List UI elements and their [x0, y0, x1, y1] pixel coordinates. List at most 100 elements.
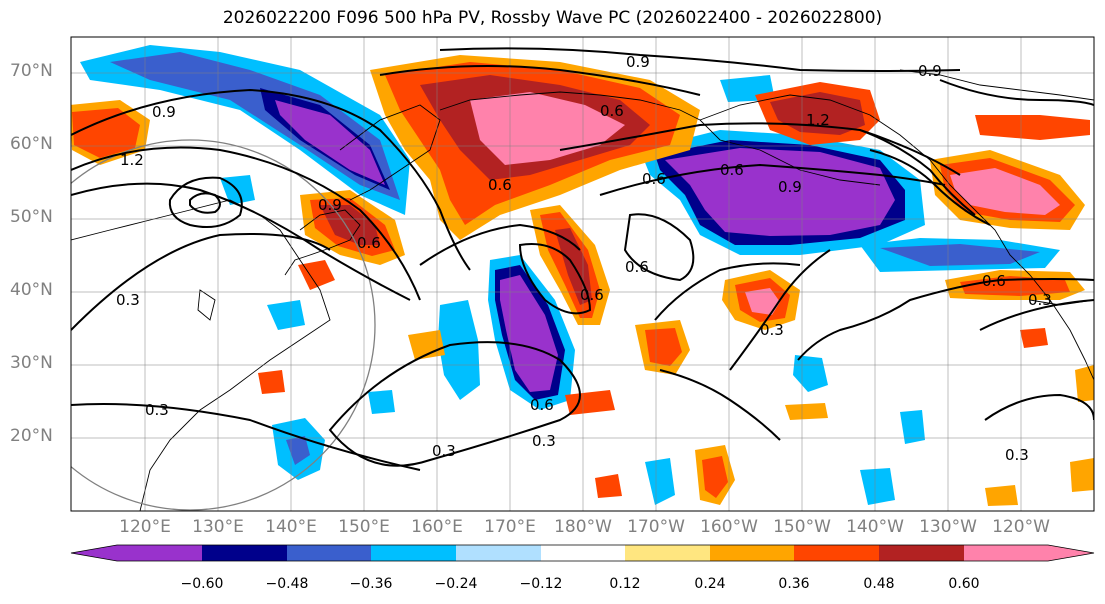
colorbar-swatch-10	[879, 545, 964, 561]
contour-g	[379, 65, 701, 96]
coast-north-america	[699, 94, 1094, 381]
lat-label-60n: 60°N	[10, 134, 53, 154]
contour-c	[71, 182, 411, 301]
map-frame	[70, 36, 1095, 512]
colorbar-swatch-9	[794, 545, 879, 561]
contour-d	[189, 192, 221, 214]
colorbar-label-036: 0.36	[778, 576, 810, 592]
neg-anomaly-nw	[80, 45, 410, 215]
colorbar-label-m036: −0.36	[349, 576, 393, 592]
contour-f	[71, 233, 331, 331]
contour-k	[859, 129, 976, 216]
lon-label-170e: 170°E	[484, 517, 536, 537]
contour-lines	[71, 47, 1094, 471]
neg-anomaly-nw-inner	[110, 52, 400, 200]
contour-h	[439, 47, 961, 72]
contour-r	[654, 262, 801, 321]
neg-anomaly-central-core	[500, 275, 558, 392]
lat-label-30n: 30°N	[10, 353, 53, 373]
neg-anomaly-h	[267, 300, 305, 330]
colorbar-outline	[70, 544, 1095, 562]
contour-e	[168, 176, 243, 228]
pos-anomaly-north-core	[470, 92, 625, 165]
gridlines	[71, 37, 1094, 511]
pos-anomaly-f-a	[645, 328, 682, 366]
coast-kamchatka-okhotsk	[339, 104, 441, 201]
coast-canada	[899, 69, 1094, 101]
colorbar-swatch-3	[287, 545, 371, 561]
pos-anomaly-p	[1070, 458, 1094, 492]
contour-u	[979, 299, 1094, 331]
colorbar-swatch-12	[1048, 545, 1094, 561]
pos-anomaly-q	[1075, 365, 1094, 402]
neg-anomaly-j	[368, 390, 395, 414]
coast-korea	[197, 289, 216, 321]
colorbar-label-060: 0.60	[948, 576, 980, 592]
lat-label-40n: 40°N	[10, 280, 53, 300]
lon-label-150w: 150°W	[773, 517, 831, 537]
neg-anomaly-nw-core	[275, 100, 385, 185]
lon-label-170w: 170°W	[627, 517, 685, 537]
lon-label-140e: 140°E	[265, 517, 317, 537]
colorbar-swatch-7	[625, 545, 710, 561]
colorbar-label-m024: −0.24	[434, 576, 478, 592]
pos-anomaly-h	[298, 260, 335, 290]
contour-x	[939, 79, 1094, 106]
pos-anomaly-j	[258, 370, 285, 394]
pos-anomaly-i	[408, 330, 445, 360]
pos-anomaly-k	[1020, 328, 1048, 348]
lon-label-120w: 120°W	[992, 517, 1050, 537]
map-title: 2026022200 F096 500 hPa PV, Rossby Wave …	[222, 8, 883, 28]
pos-anomaly-l	[985, 485, 1018, 506]
neg-anomaly-f	[860, 468, 895, 505]
contour-w	[659, 369, 781, 441]
colorbar-swatch-11	[964, 545, 1048, 561]
coast-japan	[284, 209, 361, 276]
neg-anomaly-e	[645, 458, 675, 505]
lat-label-20n: 20°N	[10, 426, 53, 446]
lon-label-140w: 140°W	[846, 517, 904, 537]
pos-anomaly-o	[595, 474, 622, 498]
contour-t	[797, 278, 1094, 361]
contour-a	[71, 88, 471, 271]
lat-label-50n: 50°N	[10, 207, 53, 227]
contour-b	[71, 146, 421, 301]
colorbar-label-m060: −0.60	[180, 576, 224, 592]
contour-q	[71, 403, 421, 471]
pos-anomaly-n	[565, 390, 615, 415]
colorbar-swatch-4	[371, 545, 456, 561]
contour-l	[869, 149, 991, 226]
contour-m	[419, 223, 581, 266]
pos-anomaly-m	[785, 403, 828, 420]
colorbar-swatch-5	[456, 545, 541, 561]
neg-anomaly-pac-core	[665, 148, 895, 236]
colorbar-swatch-1	[117, 545, 202, 561]
neg-anomaly-c-inner	[286, 436, 310, 465]
contour-o	[623, 213, 695, 282]
colorbar-swatch-0	[71, 545, 117, 561]
lon-label-180w: 180°W	[554, 517, 612, 537]
lat-label-70n: 70°N	[10, 61, 53, 81]
lon-label-150e: 150°E	[338, 517, 390, 537]
lon-label-130e: 130°E	[192, 517, 244, 537]
reference-circle	[71, 139, 376, 511]
colorbar-label-m048: −0.48	[265, 576, 309, 592]
pos-anomaly-e1-core	[745, 288, 780, 315]
coast-aleutians	[699, 119, 881, 186]
colorbar-swatch-2	[202, 545, 287, 561]
contour-i	[559, 122, 961, 176]
lon-label-160w: 160°W	[700, 517, 758, 537]
contour-j	[599, 163, 946, 196]
colorbar-label-024: 0.24	[694, 576, 726, 592]
pos-anomaly-g-a	[702, 456, 728, 498]
contour-n	[518, 243, 592, 315]
colorbar-swatch-8	[710, 545, 794, 561]
contour-p	[328, 341, 581, 467]
colorbar	[70, 544, 1095, 562]
coast-asia	[71, 199, 331, 511]
lon-label-120e: 120°E	[119, 517, 171, 537]
filled-anomalies	[71, 45, 1094, 506]
pos-anomaly-ne-strip	[975, 115, 1090, 140]
colorbar-label-012: 0.12	[609, 576, 641, 592]
